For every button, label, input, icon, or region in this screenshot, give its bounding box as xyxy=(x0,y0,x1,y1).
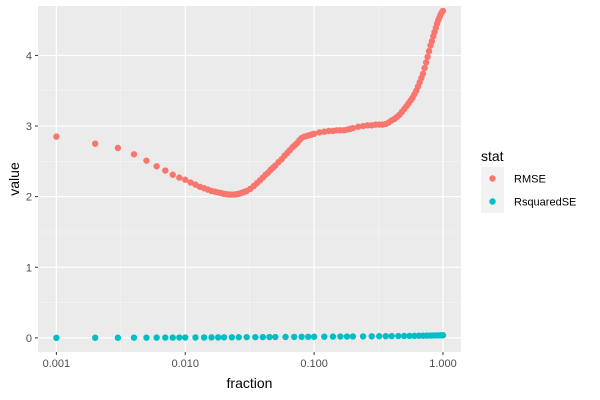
rsquaredse-point xyxy=(388,332,395,340)
y-tick-label: 1 xyxy=(26,262,32,274)
x-axis-title: fraction xyxy=(227,375,273,391)
rsquaredse-point xyxy=(200,334,208,341)
rsquaredse-point xyxy=(208,334,215,341)
legend-key-rmse xyxy=(489,175,496,182)
rsquaredse-point xyxy=(114,334,122,341)
rsquaredse-point xyxy=(235,334,242,341)
rsquaredse-point xyxy=(343,333,351,340)
rsquaredse-point xyxy=(395,332,402,340)
rsquaredse-point xyxy=(153,334,160,341)
x-tick-label: 0.010 xyxy=(171,358,199,370)
rsquaredse-point xyxy=(298,333,305,341)
rsquaredse-point xyxy=(252,333,259,341)
y-axis-ticks: 0 1 2 3 4 xyxy=(26,50,38,345)
rsquaredse-point xyxy=(310,333,318,340)
rmse-point xyxy=(187,179,194,186)
rsquaredse-point xyxy=(382,332,389,340)
x-tick-label: 0.100 xyxy=(300,358,328,370)
rsquaredse-point xyxy=(53,334,60,342)
rmse-point xyxy=(182,176,189,183)
rsquaredse-point xyxy=(176,334,183,341)
y-tick-label: 3 xyxy=(26,121,32,133)
rmse-point xyxy=(169,171,176,178)
rsquaredse-point xyxy=(228,334,236,341)
rsquaredse-point xyxy=(214,334,222,341)
rsquaredse-point xyxy=(220,334,228,341)
rsquaredse-point xyxy=(321,333,328,340)
y-tick-label: 0 xyxy=(26,333,32,345)
rmse-point xyxy=(424,53,431,61)
data-points xyxy=(53,7,447,342)
legend-label-rsquaredse: RsquaredSE xyxy=(514,197,576,209)
rsquaredse-point xyxy=(130,334,138,341)
rsquaredse-point xyxy=(143,334,150,341)
rmse-point xyxy=(419,70,427,77)
rsquaredse-point xyxy=(439,332,447,339)
x-tick-label: 1.000 xyxy=(429,358,457,370)
rmse-point xyxy=(349,124,357,132)
rsquaredse-point xyxy=(272,333,279,341)
grid-lines xyxy=(38,6,461,352)
rsquaredse-point xyxy=(182,334,189,341)
y-tick-label: 4 xyxy=(26,50,32,62)
rmse-point xyxy=(114,144,122,152)
legend-key-rsquaredse xyxy=(489,198,496,205)
legend-entries: RMSE RsquaredSE xyxy=(481,167,576,213)
rsquaredse-point xyxy=(290,333,298,341)
rmse-point xyxy=(153,163,160,170)
rmse-point xyxy=(422,59,430,66)
rmse-point xyxy=(425,47,433,55)
legend: stat RMSE RsquaredSE xyxy=(481,148,576,213)
legend-title: stat xyxy=(481,148,504,164)
rsquaredse-point xyxy=(349,333,357,340)
rmse-point xyxy=(53,133,60,140)
rsquaredse-point xyxy=(411,332,418,340)
y-tick-label: 2 xyxy=(26,192,32,204)
rsquaredse-point xyxy=(169,334,176,341)
rmse-point xyxy=(316,129,323,136)
rsquaredse-point xyxy=(337,333,344,340)
rsquaredse-point xyxy=(376,333,383,340)
rsquaredse-point xyxy=(162,334,169,341)
rmse-point xyxy=(355,123,362,130)
legend-label-rmse: RMSE xyxy=(514,174,546,186)
rsquaredse-point xyxy=(243,333,250,341)
rmse-point xyxy=(176,174,183,181)
rsquaredse-point xyxy=(359,333,367,340)
rmse-point xyxy=(143,157,150,164)
rsquaredse-point xyxy=(368,333,375,340)
rmse-point xyxy=(428,38,436,45)
rmse-point xyxy=(91,140,99,147)
rsquaredse-point xyxy=(192,334,199,341)
y-axis-title: value xyxy=(6,162,22,196)
rsquaredse-point xyxy=(305,333,312,341)
x-tick-label: 0.001 xyxy=(43,358,71,370)
rsquaredse-point xyxy=(259,333,267,341)
rmse-point xyxy=(162,167,169,174)
rmse-point xyxy=(310,130,318,138)
rsquaredse-point xyxy=(282,333,289,341)
x-axis-ticks: 0.001 0.010 0.100 1.000 xyxy=(43,352,457,370)
rmse-point xyxy=(421,64,428,72)
rsquaredse-point xyxy=(91,334,99,341)
rsquaredse-point xyxy=(406,332,413,340)
rsquaredse-point xyxy=(329,333,337,340)
rsquaredse-point xyxy=(266,333,273,341)
rsquaredse-point xyxy=(400,332,408,340)
rmse-point xyxy=(130,151,138,158)
rmse-point xyxy=(439,7,447,15)
